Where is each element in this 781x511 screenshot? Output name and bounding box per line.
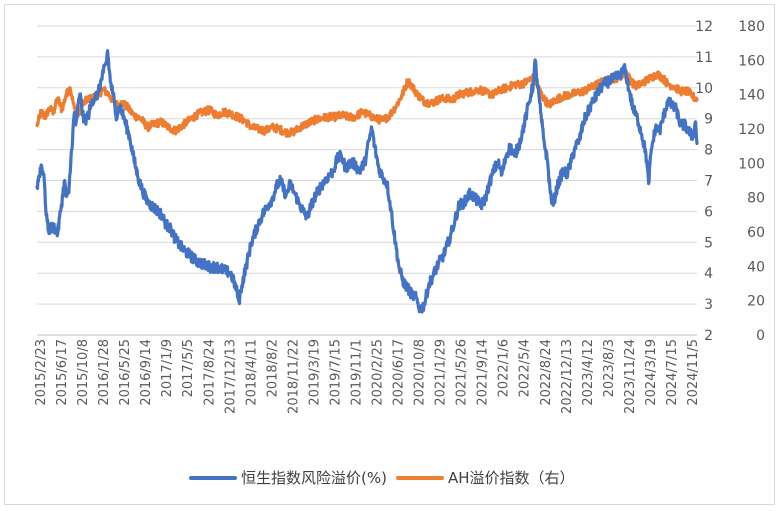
x-tick-label: 2021/9/14 [476,339,491,406]
left-tick-label: 3 [704,297,713,313]
x-tick-label: 2020/10/8 [413,339,428,406]
x-tick-label: 2017/8/24 [202,339,217,406]
right-tick-label: 160 [738,53,765,69]
legend-label-ah-premium: AH溢价指数（右） [448,469,575,487]
gridlines [37,25,697,336]
x-tick-label: 2022/8/24 [539,339,554,406]
left-tick-label: 9 [704,112,713,128]
chart-frame: 2 3 4 5 6 7 8 9 10 11 12 0 20 40 60 80 100 120 140 160 180 … [4,4,775,505]
left-tick-label: 10 [695,81,713,97]
legend-label-risk-premium: 恒生指数风险溢价(%) [241,469,387,487]
x-tick-label: 2022/12/13 [560,339,575,414]
right-tick-label: 140 [738,88,765,104]
x-axis: 2015/2/23 2015/6/17 2015/10/8 2016/1/28 2016… [34,334,701,414]
x-tick-label: 2024/3/19 [644,339,659,406]
right-tick-label: 20 [747,294,765,310]
x-tick-label: 2019/3/19 [307,339,322,406]
right-tick-label: 40 [747,259,765,275]
x-tick-label: 2015/10/8 [76,339,91,406]
left-tick-label: 12 [695,19,713,35]
x-tick-label: 2017/1/9 [160,339,175,397]
right-tick-label: 0 [756,328,765,344]
left-axis: 2 3 4 5 6 7 8 9 10 11 12 [695,19,713,344]
left-tick-label: 6 [704,204,713,220]
left-tick-label: 4 [704,266,713,282]
x-tick-label: 2016/5/25 [118,339,133,406]
x-tick-label: 2015/2/23 [34,339,49,406]
x-tick-label: 2023/8/3 [602,339,617,397]
x-tick-label: 2015/6/17 [55,339,70,406]
right-tick-label: 180 [738,19,765,35]
x-tick-label: 2023/4/12 [581,339,596,406]
x-tick-label: 2024/7/15 [665,339,680,406]
x-tick-label: 2016/9/14 [139,339,154,406]
x-tick-label: 2024/11/5 [686,339,701,406]
series-line-risk-premium [35,49,699,314]
x-tick-label: 2018/4/11 [244,339,259,406]
plot-area [35,49,699,314]
left-tick-label: 8 [704,143,713,159]
legend: 恒生指数风险溢价(%) AH溢价指数（右） [189,469,575,487]
left-tick-label: 5 [704,235,713,251]
x-tick-label: 2022/1/6 [497,339,512,397]
right-axis: 0 20 40 60 80 100 120 140 160 180 [738,19,765,344]
x-tick-label: 2017/12/13 [223,339,238,414]
x-tick-label: 2021/5/26 [455,339,470,406]
x-tick-label: 2018/8/2 [265,339,280,397]
x-tick-label: 2016/1/28 [97,339,112,406]
x-tick-label: 2017/5/5 [181,339,196,397]
right-tick-label: 80 [747,191,765,207]
x-tick-label: 2020/2/25 [371,339,386,406]
left-tick-label: 2 [704,328,713,344]
right-tick-label: 120 [738,122,765,138]
left-tick-label: 11 [695,50,713,66]
x-tick-label: 2021/1/29 [434,339,449,406]
x-tick-label: 2019/7/15 [328,339,343,406]
x-tick-label: 2020/6/17 [392,339,407,406]
left-tick-label: 7 [704,174,713,190]
x-tick-label: 2023/11/24 [623,339,638,414]
right-tick-label: 100 [738,156,765,172]
x-tick-label: 2019/11/1 [349,339,364,406]
series-line-ah-premium [35,69,699,138]
right-tick-label: 60 [747,225,765,241]
x-tick-label: 2022/5/4 [518,339,533,397]
x-tick-label: 2018/11/22 [286,339,301,414]
